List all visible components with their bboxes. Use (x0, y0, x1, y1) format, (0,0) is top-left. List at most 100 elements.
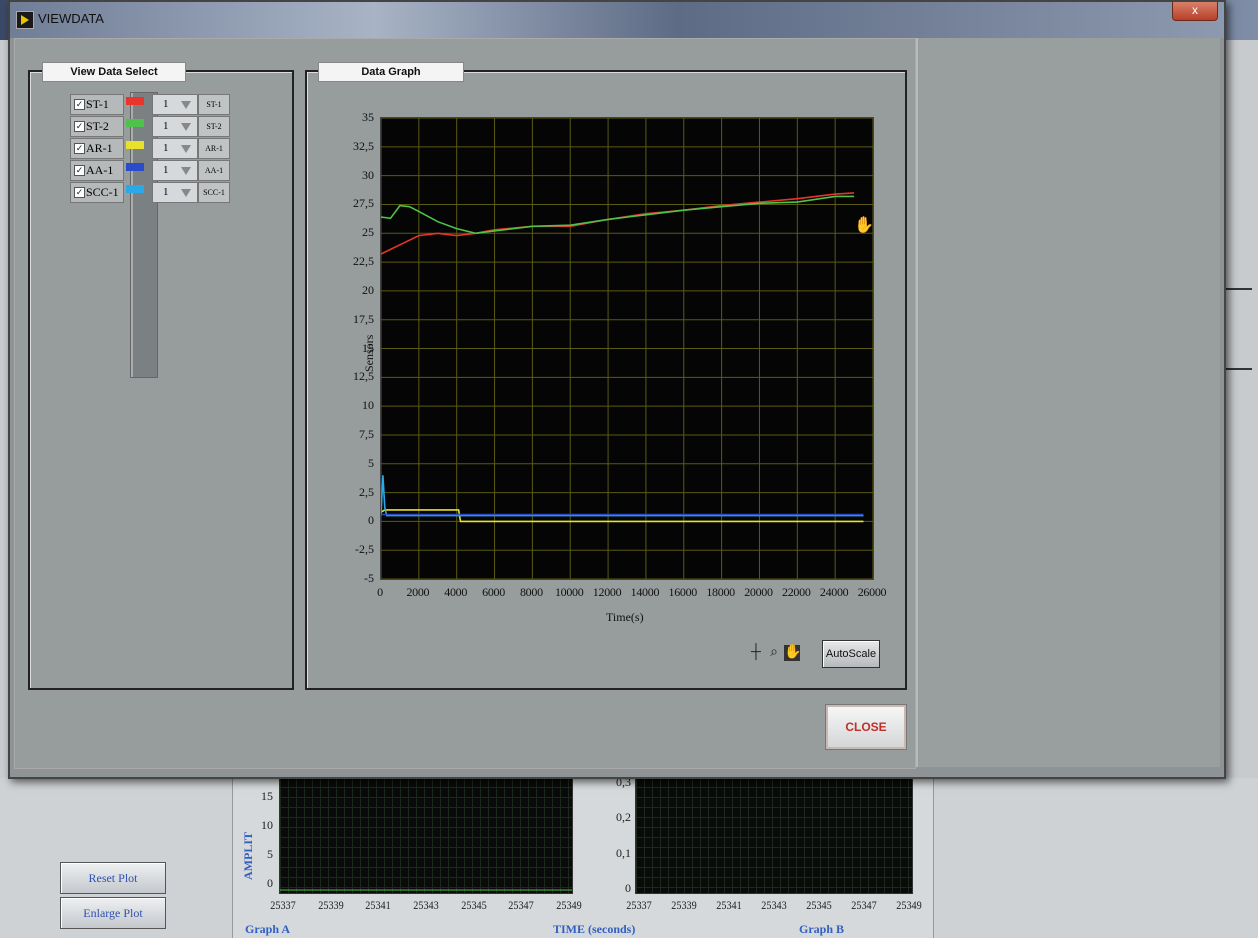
enlarge-plot-button[interactable]: Enlarge Plot (60, 897, 166, 929)
channel-value-select[interactable]: 1 (152, 116, 198, 137)
x-tick-label: 18000 (706, 585, 735, 599)
channel-name: SCC-1 (86, 185, 119, 199)
mini-y-tick-label: 0,1 (616, 845, 631, 860)
checkbox-box[interactable]: ✓ (74, 99, 85, 110)
channel-name: AA-1 (86, 163, 114, 177)
channel-checkbox[interactable]: ✓ AA-1 (70, 160, 124, 181)
dropdown-arrow-icon[interactable] (181, 145, 191, 153)
labview-app-icon (16, 11, 34, 29)
mini-y-tick-label: 10 (261, 818, 273, 832)
mini-x-tick-label: 25337 (626, 898, 652, 912)
channel-checkbox[interactable]: ✓ ST-1 (70, 94, 124, 115)
window-titlebar[interactable]: VIEWDATA x (10, 2, 1224, 38)
y-tick-label: 7,5 (359, 426, 374, 441)
reset-plot-button[interactable]: Reset Plot (60, 862, 166, 894)
x-tick-label: 26000 (857, 585, 887, 599)
checkbox-box[interactable]: ✓ (74, 187, 85, 198)
dropdown-arrow-icon[interactable] (181, 189, 191, 197)
y-tick-label: 25 (362, 225, 374, 240)
x-tick-label: 14000 (630, 585, 660, 599)
checkbox-box[interactable]: ✓ (74, 143, 85, 154)
y-axis-label: Sensors (362, 334, 376, 372)
channel-color-swatch[interactable] (126, 141, 144, 149)
y-tick-label: 0 (368, 513, 374, 528)
y-tick-label: 15 (362, 340, 374, 355)
y-tick-label: 35 (362, 110, 374, 124)
y-tick-label: -2,5 (355, 542, 374, 557)
channel-color-swatch[interactable] (126, 97, 144, 105)
autoscale-button[interactable]: AutoScale (822, 640, 880, 668)
data-graph-group (305, 70, 907, 690)
channel-row: ✓ SCC-1 1 SCC-1 (70, 179, 234, 203)
x-tick-label: 12000 (592, 585, 622, 599)
graph-b-label: Graph B (799, 922, 845, 936)
crosshair-icon[interactable]: ┼ (751, 645, 761, 660)
channel-row: ✓ ST-1 1 ST-1 (70, 91, 234, 115)
x-tick-label: 2000 (406, 585, 430, 599)
dialog-right-area (916, 38, 1220, 767)
channel-value: 1 (163, 164, 169, 176)
x-axis-label: Time(s) (606, 610, 644, 624)
dropdown-arrow-icon[interactable] (181, 123, 191, 131)
x-tick-label: 0 (377, 585, 383, 599)
x-tick-label: 22000 (782, 585, 811, 599)
channel-value-select[interactable]: 1 (152, 160, 198, 181)
checkbox-box[interactable]: ✓ (74, 121, 85, 132)
x-tick-label: 24000 (819, 585, 849, 599)
channel-checkbox[interactable]: ✓ ST-2 (70, 116, 124, 137)
y-tick-label: -5 (364, 571, 374, 585)
pan-cursor-icon: ✋ (854, 217, 874, 234)
close-button[interactable]: CLOSE (826, 705, 906, 749)
mini-x-tick-label: 25345 (460, 898, 487, 912)
mini-x-tick-label: 25341 (365, 898, 392, 912)
channel-value-select[interactable]: 1 (152, 138, 198, 159)
y-tick-label: 12,5 (353, 369, 374, 384)
channel-checkbox[interactable]: ✓ AR-1 (70, 138, 124, 159)
y-tick-label: 27,5 (353, 196, 374, 211)
mini-x-tick-label: 25349 (556, 898, 582, 912)
channel-name: AR-1 (86, 141, 113, 155)
zoom-icon[interactable]: ⌕ (770, 645, 778, 660)
graph-tools-palette: ┼ ⌕ ✋ (748, 645, 806, 665)
series-line (381, 195, 855, 235)
x-tick-label: 16000 (668, 585, 698, 599)
checkbox-box[interactable]: ✓ (74, 165, 85, 176)
x-tick-label: 4000 (444, 585, 468, 599)
graph-a-y-label: AMPLIT (241, 832, 255, 880)
y-tick-label: 10 (362, 398, 374, 413)
dropdown-arrow-icon[interactable] (181, 167, 191, 175)
y-tick-label: 2,5 (359, 484, 374, 499)
graph-a-plot[interactable] (279, 776, 573, 894)
mini-x-tick-label: 25341 (716, 898, 742, 912)
channel-list: ✓ ST-1 1 ST-1 ✓ ST-2 1 ST-2 ✓ AR-1 1 AR-1 ✓ AA-1 1 AA-1… (70, 91, 234, 203)
y-tick-label: 32,5 (353, 138, 374, 153)
channel-value: 1 (163, 186, 169, 198)
graph-b-plot[interactable] (635, 776, 913, 894)
x-tick-label: 6000 (482, 585, 505, 599)
view-data-select-label: View Data Select (42, 62, 186, 82)
channel-value: 1 (163, 120, 169, 132)
channel-row: ✓ AA-1 1 AA-1 (70, 157, 234, 181)
channel-color-swatch[interactable] (126, 185, 144, 193)
dropdown-arrow-icon[interactable] (181, 101, 191, 109)
x-tick-label: 10000 (554, 585, 584, 599)
channel-tag: SCC-1 (198, 182, 230, 203)
channel-value-select[interactable]: 1 (152, 94, 198, 115)
y-tick-label: 22,5 (353, 254, 374, 269)
mini-y-tick-label: 0,2 (616, 810, 631, 825)
x-tick-label: 20000 (744, 585, 773, 599)
data-graph-plot[interactable] (380, 117, 874, 580)
window-close-button[interactable]: x (1172, 2, 1218, 21)
pan-hand-icon[interactable]: ✋ (784, 645, 802, 661)
mini-x-tick-label: 25345 (806, 898, 832, 912)
mini-y-tick-label: 0 (625, 881, 631, 895)
mini-x-tick-label: 25339 (317, 898, 344, 912)
channel-tag: AR-1 (198, 138, 230, 159)
y-tick-label: 30 (362, 167, 374, 182)
channel-checkbox[interactable]: ✓ SCC-1 (70, 182, 124, 203)
y-tick-label: 5 (368, 455, 374, 470)
channel-color-swatch[interactable] (126, 163, 144, 171)
channel-tag: ST-1 (198, 94, 230, 115)
channel-value-select[interactable]: 1 (152, 182, 198, 203)
channel-color-swatch[interactable] (126, 119, 144, 127)
